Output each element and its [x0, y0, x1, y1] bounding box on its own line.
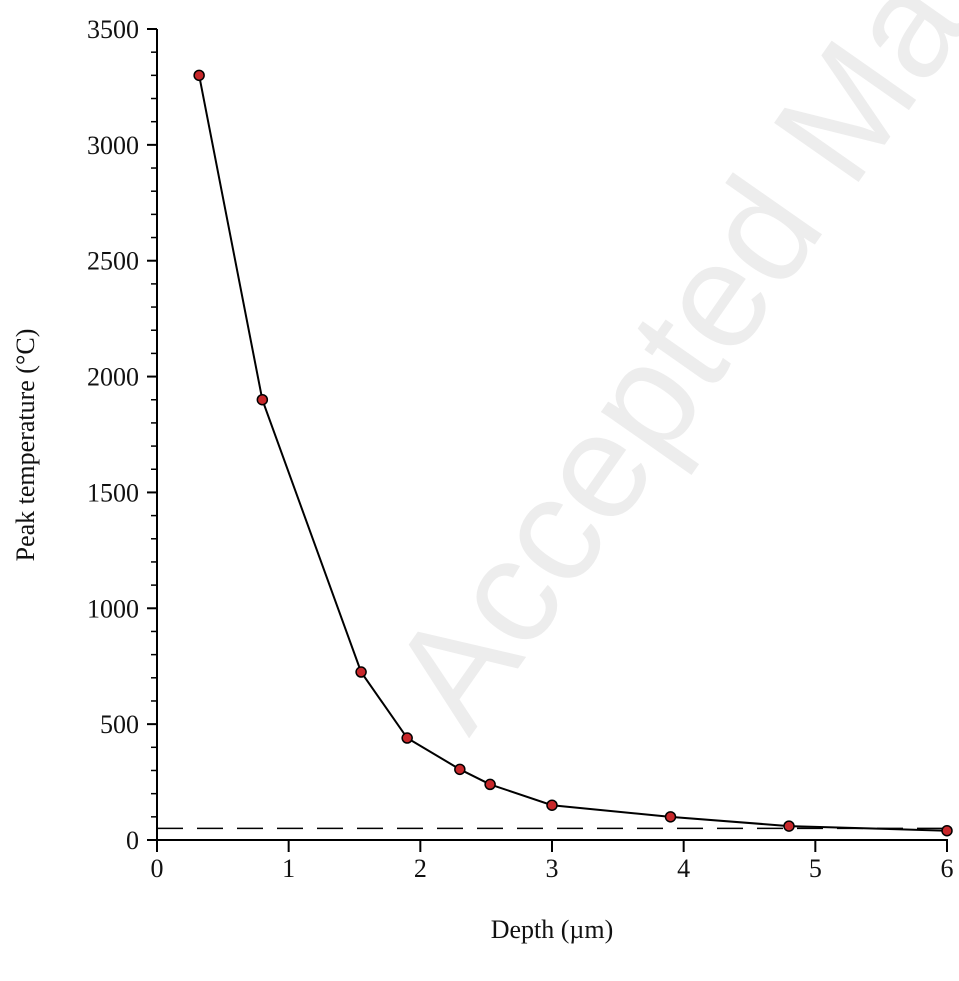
watermark: Accepted Ma — [358, 0, 959, 757]
x-tick-label: 1 — [282, 854, 295, 883]
y-tick-label: 1000 — [87, 594, 139, 623]
y-tick-label: 2500 — [87, 247, 139, 276]
y-tick-label: 2000 — [87, 363, 139, 392]
y-tick-label: 3000 — [87, 131, 139, 160]
data-point — [355, 666, 367, 678]
data-point — [783, 820, 795, 832]
y-tick-label: 1500 — [87, 478, 139, 507]
y-tick-label: 3500 — [87, 15, 139, 44]
x-tick-label: 3 — [546, 854, 559, 883]
x-tick-label: 6 — [941, 854, 954, 883]
data-point — [454, 763, 466, 776]
x-tick-label: 0 — [151, 854, 164, 883]
x-axis-title: Depth (µm) — [491, 915, 614, 944]
data-point — [546, 799, 558, 811]
data-point — [664, 811, 677, 823]
y-tick-label: 500 — [100, 710, 139, 739]
data-point — [256, 393, 269, 406]
data-point — [401, 732, 413, 744]
x-tick-label: 2 — [414, 854, 427, 883]
data-point — [941, 824, 953, 837]
x-tick-label: 4 — [677, 854, 690, 883]
x-tick-label: 5 — [809, 854, 822, 883]
y-tick-label: 0 — [126, 826, 139, 855]
data-point — [193, 69, 205, 82]
data-point — [484, 778, 496, 791]
data-line — [198, 75, 948, 832]
y-axis-title: Peak temperature (°C) — [11, 329, 40, 562]
